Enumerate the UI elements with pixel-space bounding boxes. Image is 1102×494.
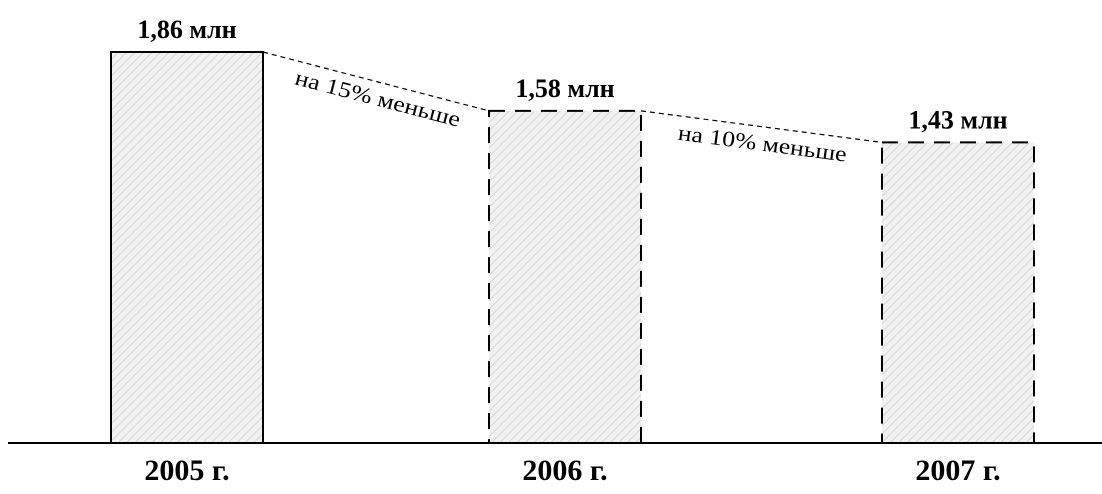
change-annotation: на 10% меньше (677, 120, 849, 167)
change-connector-line (640, 110, 883, 143)
change-annotation: на 15% меньше (292, 65, 463, 132)
value-label: 1,86 млн (137, 15, 236, 44)
value-label: 1,43 млн (908, 105, 1007, 134)
category-label: 2006 г. (522, 454, 607, 487)
category-label: 2005 г. (144, 454, 229, 487)
change-connector-line (262, 51, 490, 112)
bars-layer (110, 51, 1035, 444)
connectors-layer (262, 51, 883, 143)
category-label: 2007 г. (915, 454, 1000, 487)
bar-2005 (110, 51, 264, 444)
bar-2007 (881, 141, 1035, 444)
bar-2006 (488, 109, 642, 444)
value-label: 1,58 млн (515, 74, 614, 103)
